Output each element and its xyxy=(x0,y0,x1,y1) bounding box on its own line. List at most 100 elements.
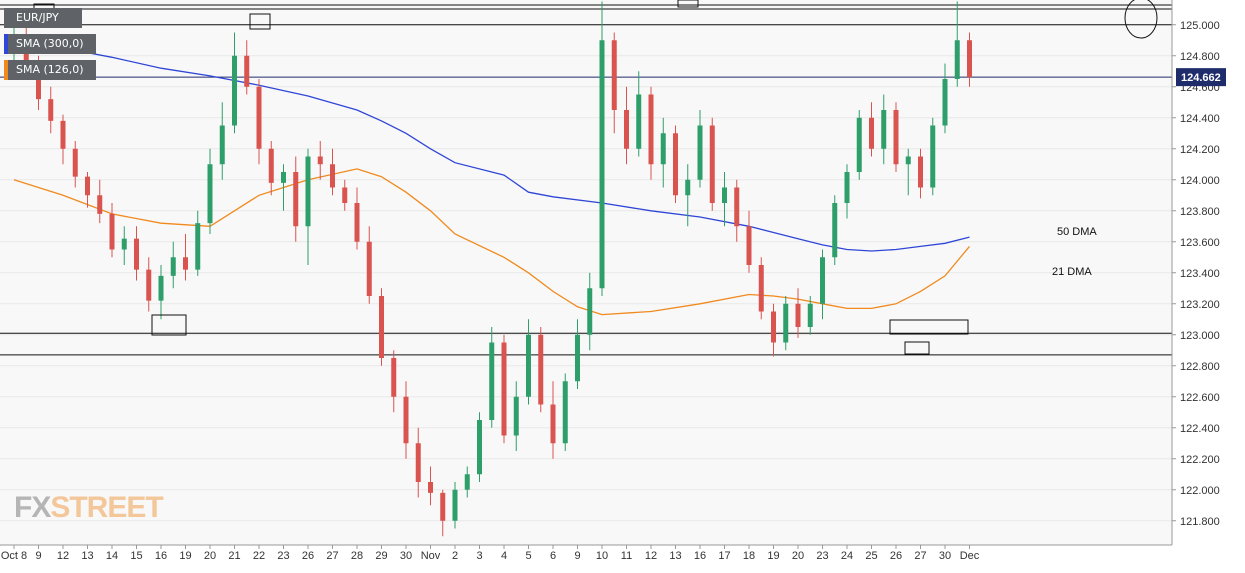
candle-body-7 xyxy=(97,195,103,214)
x-tick-label-30: 18 xyxy=(743,550,755,562)
candle-66 xyxy=(820,249,825,320)
candle-43 xyxy=(538,327,544,413)
candle-40 xyxy=(501,334,507,444)
candle-body-44 xyxy=(550,404,556,444)
candle-51 xyxy=(636,71,642,157)
candle-7 xyxy=(97,179,103,224)
candle-body-78 xyxy=(967,40,972,78)
y-tick-label-12: 122.600 xyxy=(1180,392,1220,404)
candle-5 xyxy=(72,141,78,188)
candle-37 xyxy=(464,466,470,498)
candle-body-8 xyxy=(109,213,115,250)
y-tick-label-8: 123.400 xyxy=(1180,268,1220,280)
candle-body-68 xyxy=(844,172,850,203)
candle-24 xyxy=(305,148,311,265)
x-tick-label-12: 26 xyxy=(302,550,314,562)
last-price-label: 124.662 xyxy=(1181,72,1221,84)
candle-body-39 xyxy=(489,342,495,420)
candle-body-75 xyxy=(930,125,936,188)
candle-33 xyxy=(415,427,421,498)
candle-50 xyxy=(624,86,629,165)
candle-body-14 xyxy=(183,257,188,270)
candle-8 xyxy=(109,203,115,258)
candle-36 xyxy=(452,482,458,529)
candle-body-40 xyxy=(501,342,507,436)
x-tick-label-26: 12 xyxy=(645,550,657,562)
candle-27 xyxy=(342,179,348,211)
highlight-box-oct20 xyxy=(249,13,271,30)
candle-12 xyxy=(158,265,164,320)
last-price-badge xyxy=(1176,68,1226,87)
candle-body-52 xyxy=(648,94,654,165)
candle-41 xyxy=(513,381,519,451)
candle-9 xyxy=(121,226,127,265)
candle-38 xyxy=(477,412,482,482)
candle-body-17 xyxy=(219,125,225,165)
candle-57 xyxy=(709,117,715,211)
candle-body-33 xyxy=(415,443,421,482)
x-tick-label-19: 3 xyxy=(476,550,482,562)
candle-body-15 xyxy=(195,223,201,270)
candle-body-30 xyxy=(379,296,384,358)
candle-11 xyxy=(146,257,152,312)
candle-body-59 xyxy=(734,187,740,227)
indicator-legend-fast[interactable]: SMA (126,0) xyxy=(4,60,96,80)
candle-25 xyxy=(317,141,323,180)
candle-body-10 xyxy=(134,238,139,270)
candle-body-34 xyxy=(428,482,433,493)
candle-73 xyxy=(905,148,911,196)
candle-56 xyxy=(697,110,703,188)
candle-72 xyxy=(893,102,899,172)
candle-44 xyxy=(550,381,556,459)
y-axis: 125.000124.800124.600124.400124.200124.0… xyxy=(1171,0,1226,545)
x-tick-label-22: 6 xyxy=(550,550,556,562)
candle-body-70 xyxy=(869,117,874,149)
candle-69 xyxy=(856,110,862,180)
candle-32 xyxy=(403,381,409,459)
y-tick-label-5: 124.000 xyxy=(1180,175,1220,187)
candle-60 xyxy=(746,210,752,273)
candle-body-51 xyxy=(636,94,642,149)
indicator-legend-slow[interactable]: SMA (300,0) xyxy=(4,34,96,54)
candle-54 xyxy=(673,125,678,203)
x-tick-label-6: 16 xyxy=(155,550,167,562)
x-tick-label-33: 23 xyxy=(816,550,828,562)
candle-16 xyxy=(207,148,213,234)
candle-body-71 xyxy=(881,110,887,149)
candle-6 xyxy=(85,172,90,208)
candle-77 xyxy=(954,1,960,87)
candle-39 xyxy=(489,327,495,428)
candle-14 xyxy=(183,234,188,281)
x-tick-label-28: 16 xyxy=(694,550,706,562)
candle-body-53 xyxy=(660,133,666,165)
candle-68 xyxy=(844,164,850,219)
x-axis: Oct 8 9 12 13 14 15 16 19 20 21 22 23 26 27 28 29 30 Nov 2… xyxy=(0,544,1172,562)
x-tick-label-0: Oct 8 xyxy=(1,550,27,562)
highlight-box-oct15 xyxy=(151,314,187,336)
fxstreet-logo: FXSTREET xyxy=(14,491,164,524)
y-tick-label-3: 124.400 xyxy=(1180,113,1220,125)
candle-26 xyxy=(330,148,335,196)
candle-body-56 xyxy=(697,125,703,180)
candle-body-63 xyxy=(783,303,789,343)
candle-body-18 xyxy=(232,55,237,126)
candle-body-49 xyxy=(611,40,617,110)
candle-body-26 xyxy=(330,164,335,188)
x-tick-label-32: 20 xyxy=(792,550,804,562)
y-tick-label-16: 121.800 xyxy=(1180,516,1220,528)
highlight-box-nov18 xyxy=(904,341,930,355)
candle-body-66 xyxy=(820,257,825,304)
x-tick-label-15: 29 xyxy=(375,550,387,562)
candle-53 xyxy=(660,117,666,188)
candle-body-29 xyxy=(366,241,372,296)
x-tick-label-36: 26 xyxy=(890,550,902,562)
candle-body-27 xyxy=(342,187,348,203)
candle-body-22 xyxy=(281,172,286,183)
candle-body-16 xyxy=(207,164,213,224)
candle-61 xyxy=(758,257,764,320)
y-tick-label-9: 123.200 xyxy=(1180,299,1220,311)
candle-76 xyxy=(942,63,948,134)
candle-body-47 xyxy=(587,288,593,335)
x-tick-label-35: 25 xyxy=(865,550,877,562)
